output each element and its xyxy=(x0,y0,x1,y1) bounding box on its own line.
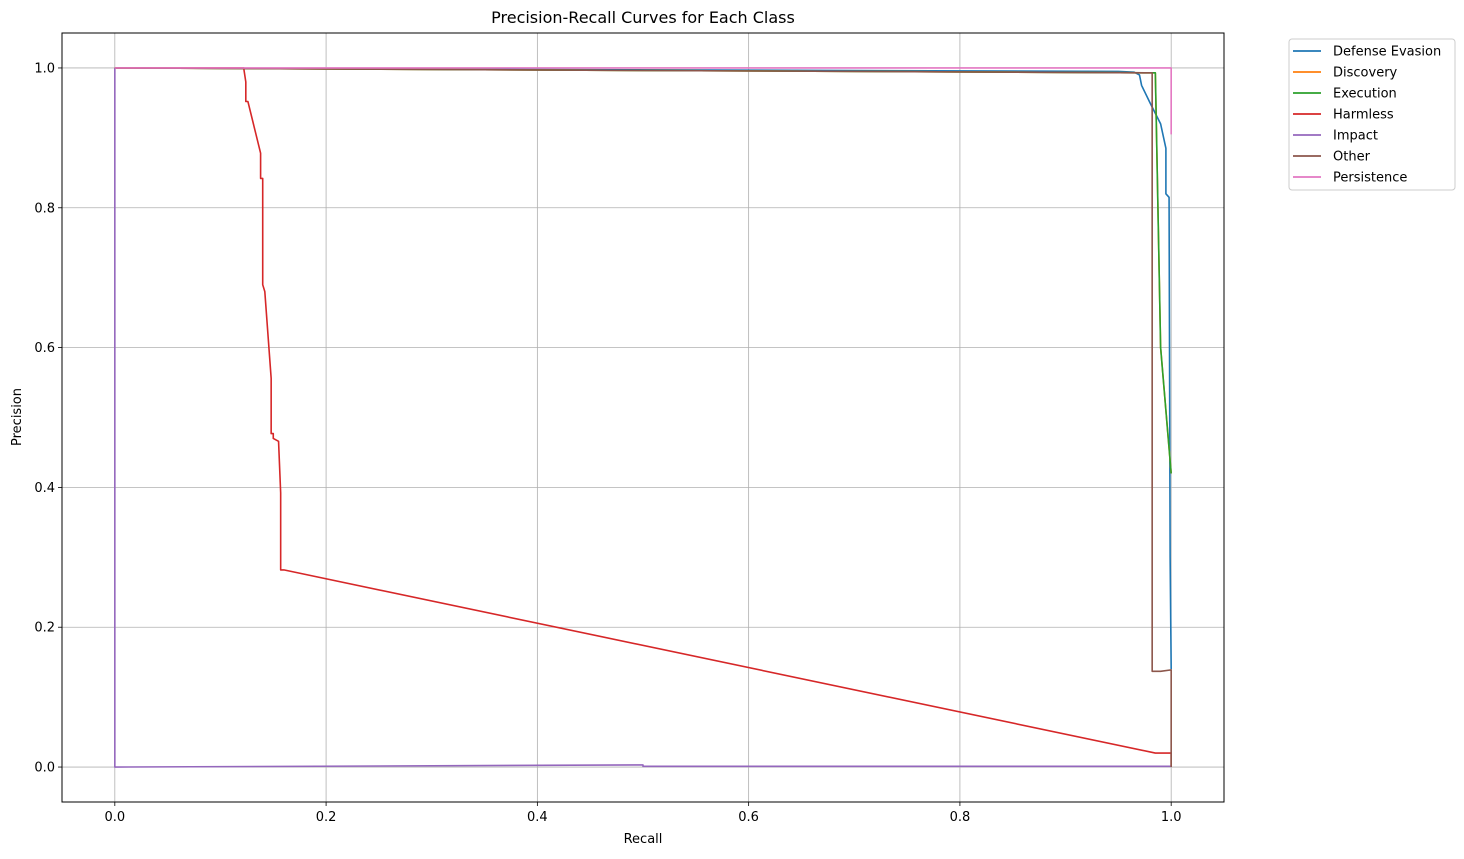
x-tick-label: 0.6 xyxy=(738,810,759,825)
x-tick-label: 0.4 xyxy=(527,810,548,825)
legend-label-persistence: Persistence xyxy=(1333,171,1407,186)
y-tick-label: 0.6 xyxy=(34,341,55,356)
series-line-harmless xyxy=(114,67,1172,768)
legend-label-discovery: Discovery xyxy=(1333,66,1398,81)
series-lines xyxy=(114,67,1172,768)
chart-title: Precision-Recall Curves for Each Class xyxy=(491,8,795,27)
y-tick-label: 0.4 xyxy=(34,481,55,496)
legend-label-impact: Impact xyxy=(1333,129,1378,144)
legend-label-defense-evasion: Defense Evasion xyxy=(1333,45,1441,60)
y-tick-label: 0.8 xyxy=(34,201,55,216)
series-line-persistence xyxy=(114,67,1172,135)
legend-frame xyxy=(1288,38,1456,191)
y-tick-label: 0.0 xyxy=(34,761,55,776)
y-tick-label: 1.0 xyxy=(34,61,55,76)
series-line-impact xyxy=(114,67,1172,768)
legend: Defense Evasion Discovery Execution Harmles… xyxy=(1288,38,1456,191)
x-tick-label: 0.8 xyxy=(950,810,971,825)
y-tick-label: 0.2 xyxy=(34,621,55,636)
x-axis-label: Recall xyxy=(624,832,663,847)
legend-label-other: Other xyxy=(1333,150,1371,165)
legend-items: Defense Evasion Discovery Execution Harmles… xyxy=(1293,45,1441,186)
x-tick-label: 0.0 xyxy=(104,810,125,825)
series-line-other xyxy=(114,67,1172,768)
plot-frame xyxy=(61,32,1225,803)
axis-ticks: 0.0 0.2 0.4 0.6 0.8 1.0 0.0 0.2 0.4 0.6 0.8 1.0 xyxy=(34,61,1181,825)
legend-label-execution: Execution xyxy=(1333,87,1397,102)
y-axis-label: Precision xyxy=(10,388,25,446)
legend-label-harmless: Harmless xyxy=(1333,108,1394,123)
x-tick-label: 0.2 xyxy=(316,810,337,825)
x-tick-label: 1.0 xyxy=(1161,810,1182,825)
